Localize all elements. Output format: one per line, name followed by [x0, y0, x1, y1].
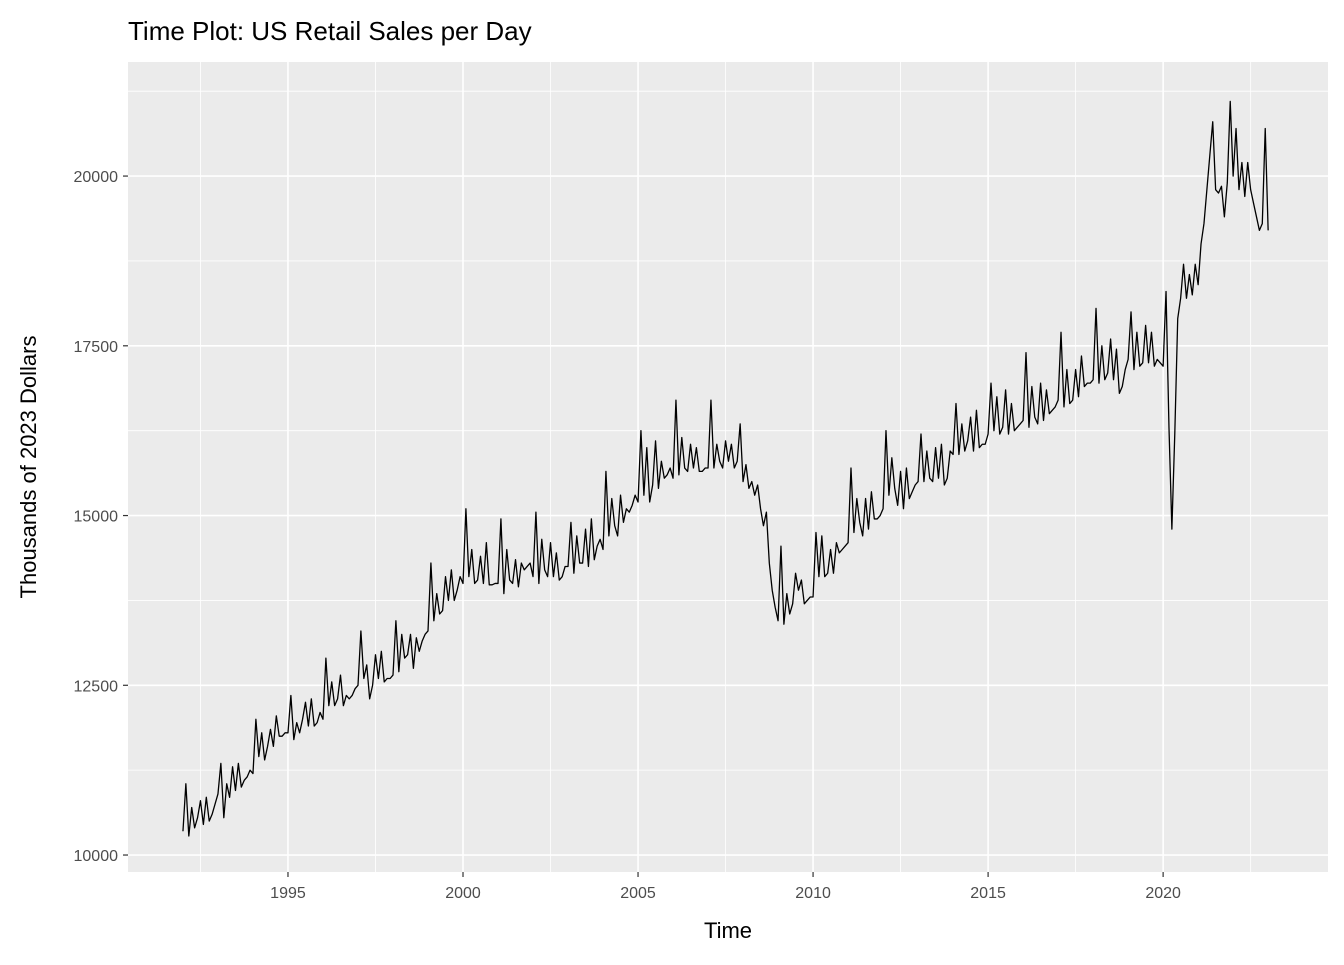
x-tick-label: 2010: [795, 885, 831, 902]
y-tick-label: 10000: [74, 848, 119, 865]
y-axis-title: Thousands of 2023 Dollars: [16, 336, 41, 599]
y-tick-label: 15000: [74, 509, 119, 526]
plot-panel: [128, 62, 1328, 872]
x-tick-label: 2015: [970, 885, 1006, 902]
y-tick-label: 17500: [74, 339, 119, 356]
chart-title: Time Plot: US Retail Sales per Day: [128, 16, 532, 46]
data-line: [182, 100, 1269, 837]
x-axis-title: Time: [704, 918, 752, 943]
y-tick-label: 12500: [74, 678, 119, 695]
grid: [128, 62, 1328, 872]
x-tick-label: 2000: [445, 885, 481, 902]
x-tick-label: 1995: [270, 885, 306, 902]
x-tick-label: 2005: [620, 885, 656, 902]
y-tick-label: 20000: [74, 169, 119, 186]
x-tick-label: 2020: [1145, 885, 1181, 902]
marks: [182, 100, 1269, 837]
